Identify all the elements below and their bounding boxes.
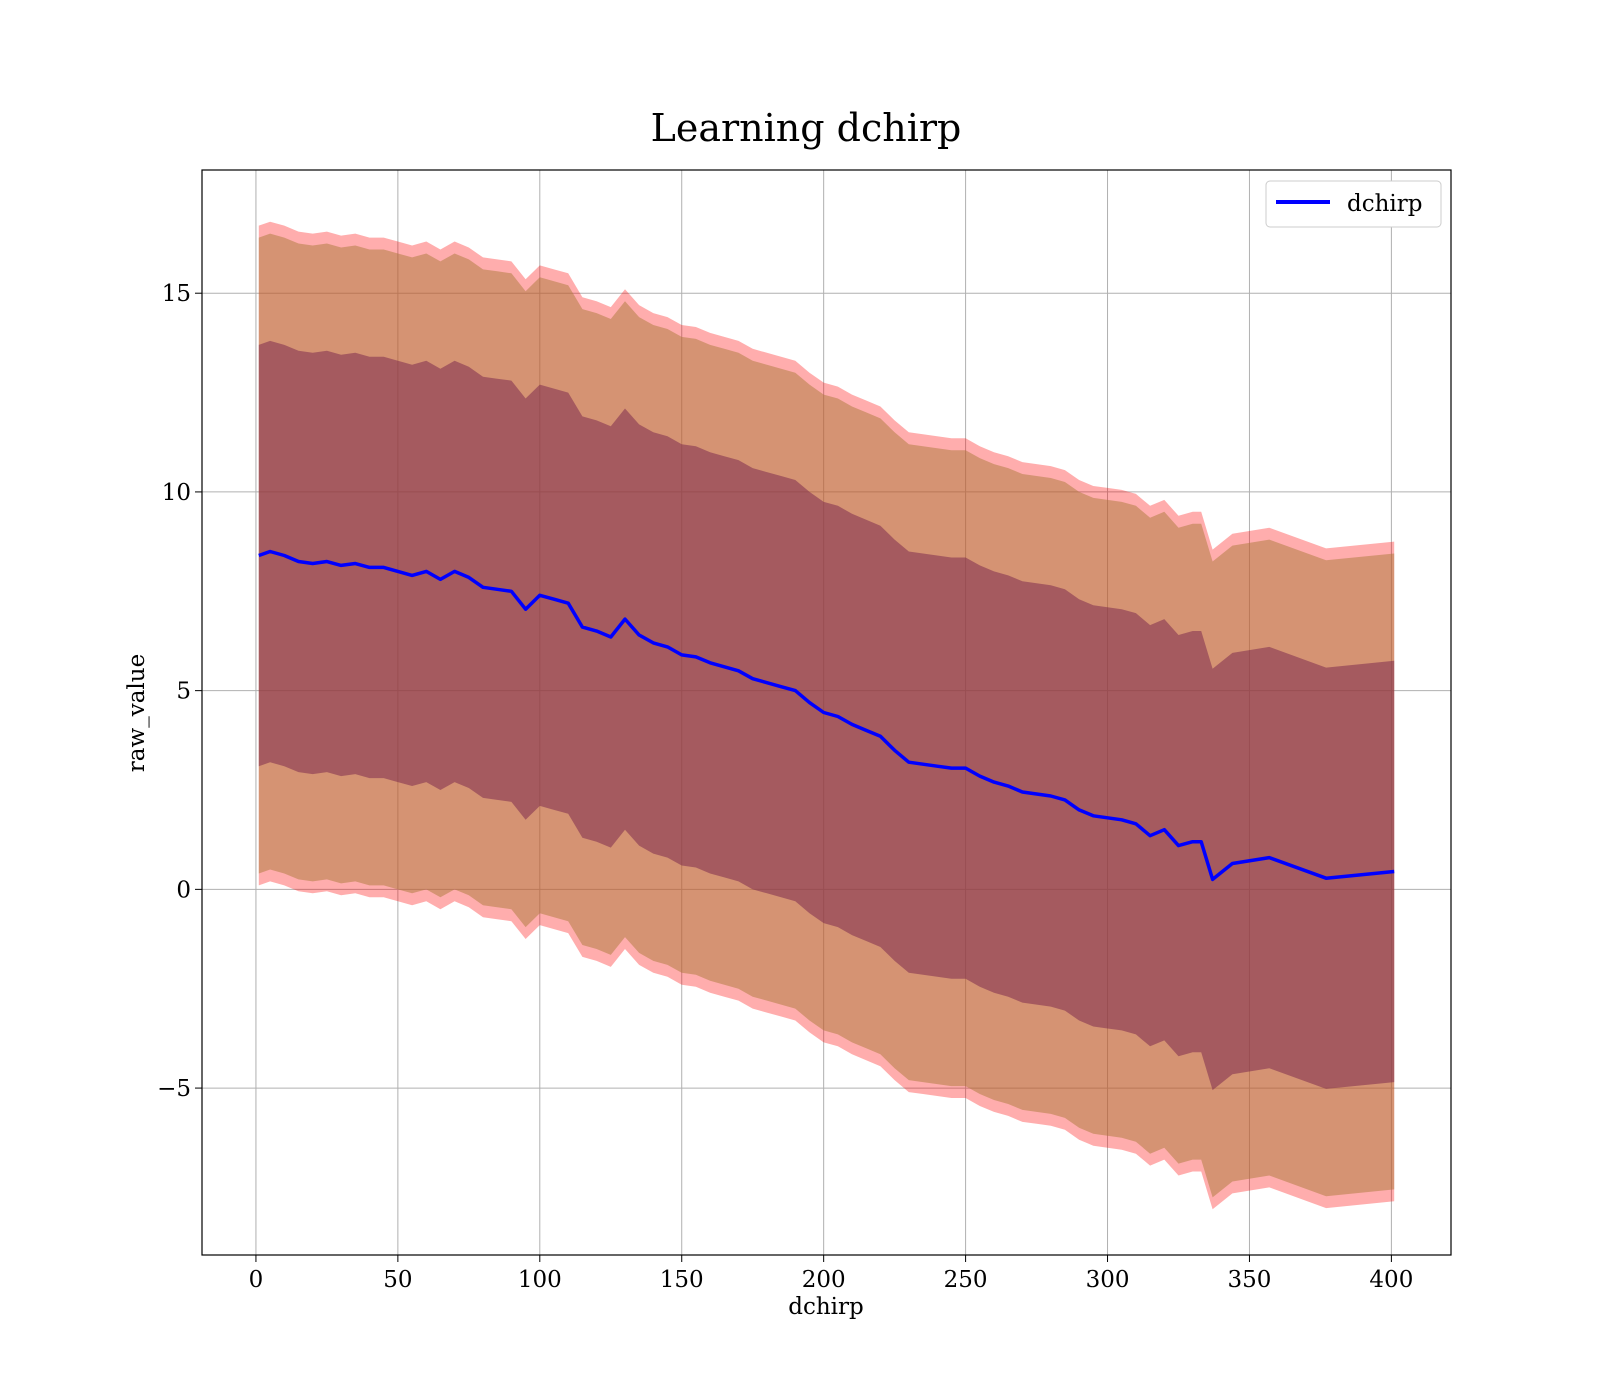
inner-band [258, 340, 1395, 1091]
y-tick-label: 15 [162, 281, 191, 307]
y-axis-label: raw_value [124, 654, 150, 772]
legend: dchirp [1265, 180, 1442, 228]
series-lines [258, 549, 1395, 882]
x-tick-label: 150 [660, 1267, 704, 1293]
legend-label-dchirp: dchirp [1347, 191, 1423, 217]
x-tick-label: 350 [1228, 1267, 1272, 1293]
x-tick-label: 200 [802, 1267, 846, 1293]
x-tick-label: 0 [249, 1267, 264, 1293]
y-tick-label: 0 [176, 877, 191, 903]
x-axis-ticks: 0 50 100 150 200 250 300 350 400 [249, 1255, 1413, 1293]
y-tick-label: 10 [162, 480, 191, 506]
x-tick-label: 400 [1369, 1267, 1413, 1293]
x-tick-label: 250 [944, 1267, 988, 1293]
x-tick-label: 300 [1086, 1267, 1130, 1293]
y-tick-label: −5 [157, 1076, 191, 1102]
confidence-bands [258, 221, 1395, 1210]
x-axis-label: dchirp [788, 1294, 864, 1320]
y-tick-label: 5 [176, 679, 191, 705]
x-tick-label: 100 [518, 1267, 562, 1293]
legend-box [1265, 180, 1442, 228]
chart-title: Learning dchirp [651, 106, 962, 150]
plot-frame [201, 169, 1452, 1256]
y-axis-ticks: −5 0 5 10 15 [157, 281, 202, 1102]
series-line-dchirp [258, 549, 1395, 882]
x-tick-label: 50 [383, 1267, 412, 1293]
